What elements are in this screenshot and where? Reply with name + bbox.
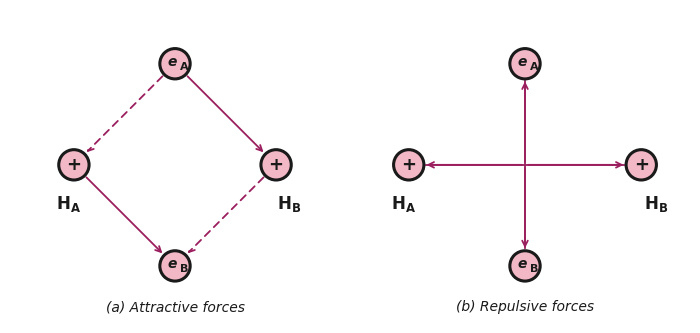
- Text: H$_\mathregular{B}$: H$_\mathregular{B}$: [644, 194, 668, 214]
- Text: +: +: [269, 156, 284, 174]
- Text: H$_\mathregular{A}$: H$_\mathregular{A}$: [391, 194, 416, 214]
- Circle shape: [510, 251, 540, 281]
- Text: e: e: [167, 55, 176, 69]
- Circle shape: [626, 150, 657, 180]
- Text: +: +: [634, 156, 649, 174]
- Text: +: +: [401, 156, 416, 174]
- Text: +: +: [66, 156, 81, 174]
- Text: e: e: [517, 257, 526, 271]
- Text: e: e: [167, 257, 176, 271]
- Circle shape: [393, 150, 424, 180]
- Circle shape: [59, 150, 89, 180]
- Text: (a) Attractive forces: (a) Attractive forces: [106, 300, 244, 314]
- Text: B: B: [180, 264, 188, 274]
- Text: H$_\mathregular{A}$: H$_\mathregular{A}$: [56, 194, 81, 214]
- Circle shape: [160, 251, 190, 281]
- Circle shape: [510, 49, 540, 79]
- Text: A: A: [180, 62, 188, 72]
- Text: e: e: [517, 55, 526, 69]
- Text: B: B: [530, 264, 538, 274]
- Text: H$_\mathregular{B}$: H$_\mathregular{B}$: [276, 194, 301, 214]
- Text: (b) Repulsive forces: (b) Repulsive forces: [456, 300, 594, 314]
- Circle shape: [160, 49, 190, 79]
- Text: A: A: [530, 62, 538, 72]
- Circle shape: [261, 150, 291, 180]
